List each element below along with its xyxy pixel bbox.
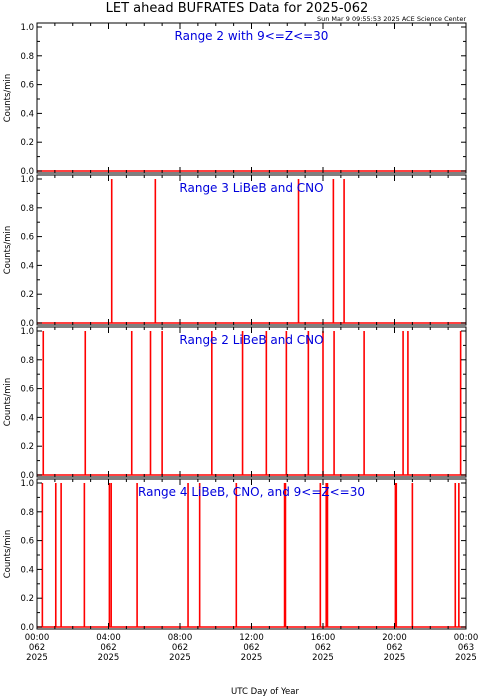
x-tick-label-time: 12:00 [239, 633, 264, 643]
x-tick-label-doy: 062 [386, 643, 402, 653]
panel-frame [36, 478, 467, 630]
x-tick-label-year: 2025 [384, 653, 406, 663]
y-tick-label: 0.8 [20, 204, 34, 214]
x-tick-label-time: 20:00 [382, 633, 407, 643]
x-tick-label-time: 04:00 [96, 633, 121, 643]
x-tick-label-time: 16:00 [311, 633, 336, 643]
y-tick-label: 0.2 [20, 442, 34, 452]
x-tick-label-year: 2025 [312, 653, 334, 663]
x-tick-label-time: 00:00 [25, 633, 50, 643]
x-tick-label-doy: 062 [29, 643, 45, 653]
y-tick-label: 0.0 [20, 623, 34, 633]
chart-title: LET ahead BUFRATES Data for 2025-062 [106, 1, 369, 16]
x-tick-label-year: 2025 [98, 653, 120, 663]
panel-frame [36, 174, 467, 326]
y-tick-label: 0.6 [20, 537, 34, 547]
x-tick-label-time: 00:00 [454, 633, 479, 643]
y-tick-label: 0.4 [20, 261, 34, 271]
panel-frame [36, 22, 467, 174]
y-tick-label: 0.4 [20, 109, 34, 119]
x-tick-label-doy: 062 [100, 643, 116, 653]
x-axis: 00:00062202504:00062202508:00062202512:0… [25, 633, 479, 663]
y-tick-label: 0.8 [20, 52, 34, 62]
y-tick-label: 0.6 [20, 81, 34, 91]
y-tick-label: 1.0 [20, 327, 34, 337]
x-tick-label-doy: 062 [172, 643, 188, 653]
y-axis-label: Counts/min [3, 378, 13, 427]
x-tick-label-time: 08:00 [168, 633, 193, 643]
y-axis-label: Counts/min [3, 226, 13, 275]
y-axis-label: Counts/min [3, 74, 13, 123]
panel-4: 0.0 0.2 0.4 0.6 0.8 1.0 Counts/min Range 4 LiBe… [3, 478, 467, 633]
x-tick-label-doy: 062 [315, 643, 331, 653]
panel-3: 0.0 0.2 0.4 0.6 0.8 1.0 Counts/min Range 2 LiBe… [3, 326, 467, 481]
y-tick-label: 0.0 [20, 319, 34, 329]
panel-frame [36, 326, 467, 478]
y-tick-label: 0.8 [20, 508, 34, 518]
x-tick-label-year: 2025 [455, 653, 477, 663]
y-tick-label: 0.8 [20, 356, 34, 366]
y-tick-label: 0.2 [20, 594, 34, 604]
panel-title: Range 4 LiBeB, CNO, and 9<=Z<=30 [138, 485, 365, 499]
x-tick-label-year: 2025 [169, 653, 191, 663]
y-tick-label: 1.0 [20, 23, 34, 33]
y-tick-label: 0.4 [20, 413, 34, 423]
y-axis-label: Counts/min [3, 530, 13, 579]
panels: 0.0 0.2 0.4 0.6 0.8 1.0 Counts/min Range 2 with… [3, 22, 467, 633]
panel-title: Range 3 LiBeB and CNO [179, 181, 323, 195]
panel-title: Range 2 LiBeB and CNO [179, 333, 323, 347]
panel-2: 0.0 0.2 0.4 0.6 0.8 1.0 Counts/min Range 3 LiBe… [3, 174, 467, 329]
y-tick-label: 0.6 [20, 233, 34, 243]
y-tick-label: 0.2 [20, 138, 34, 148]
y-tick-label: 0.0 [20, 471, 34, 481]
y-tick-label: 0.4 [20, 565, 34, 575]
y-tick-label: 0.0 [20, 167, 34, 177]
x-tick-label-doy: 062 [243, 643, 259, 653]
x-tick-label-year: 2025 [26, 653, 48, 663]
x-tick-label-doy: 063 [458, 643, 474, 653]
y-tick-label: 0.2 [20, 290, 34, 300]
panel-1: 0.0 0.2 0.4 0.6 0.8 1.0 Counts/min Range 2 with… [3, 22, 467, 177]
x-axis-label: UTC Day of Year [231, 687, 299, 697]
x-tick-label-year: 2025 [241, 653, 263, 663]
panel-title: Range 2 with 9<=Z<=30 [175, 29, 329, 43]
timestamp: Sun Mar 9 09:55:53 2025 ACE Science Cent… [317, 15, 466, 23]
y-tick-label: 0.6 [20, 385, 34, 395]
y-tick-label: 1.0 [20, 175, 34, 185]
y-tick-label: 1.0 [20, 479, 34, 489]
